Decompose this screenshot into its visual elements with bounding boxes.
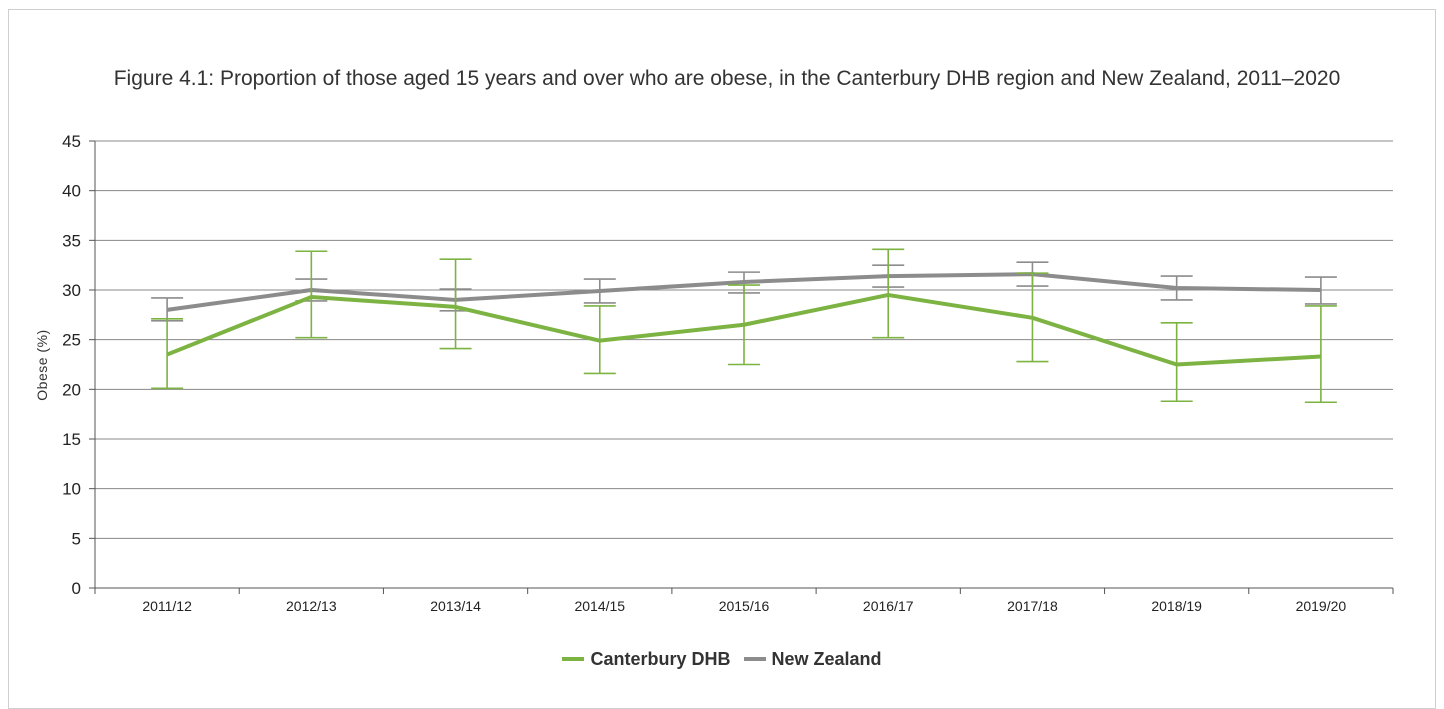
legend-label-canterbury: Canterbury DHB xyxy=(590,649,730,670)
y-tick-label-40: 40 xyxy=(62,182,81,201)
y-axis: 0 5 10 15 20 25 30 35 40 45 xyxy=(62,132,95,598)
x-tick-label-2011-12: 2011/12 xyxy=(142,598,192,614)
error-bar-canterbury-dhb-2011-12 xyxy=(151,319,183,389)
error-bar-canterbury-dhb-2013-14 xyxy=(440,259,472,348)
y-tick-label-5: 5 xyxy=(72,529,81,548)
x-tick-label-2016-17: 2016/17 xyxy=(863,598,914,614)
error-bar-canterbury-dhb-2016-17 xyxy=(872,249,904,337)
x-tick-label-2017-18: 2017/18 xyxy=(1007,598,1058,614)
x-tick-label-2019-20: 2019/20 xyxy=(1296,598,1347,614)
legend-swatch-canterbury xyxy=(562,657,584,661)
legend-item-canterbury: Canterbury DHB xyxy=(562,649,730,670)
y-tick-label-0: 0 xyxy=(72,579,81,598)
y-tick-label-35: 35 xyxy=(62,231,81,250)
line-chart: 0 5 10 15 20 25 30 35 40 45 2011/12 2012/13 2013/14… xyxy=(0,0,1444,693)
y-axis-label: Obese (%) xyxy=(34,329,50,400)
error-bar-canterbury-dhb-2012-13 xyxy=(295,251,327,337)
x-tick-label-2018-19: 2018/19 xyxy=(1151,598,1202,614)
legend-item-new-zealand: New Zealand xyxy=(744,649,882,670)
y-tick-label-10: 10 xyxy=(62,480,81,499)
x-axis: 2011/12 2012/13 2013/14 2014/15 2015/16 2016/… xyxy=(95,588,1393,614)
legend-label-new-zealand: New Zealand xyxy=(772,649,882,670)
legend-swatch-new-zealand xyxy=(744,657,766,661)
y-tick-label-25: 25 xyxy=(62,331,81,350)
y-tick-label-20: 20 xyxy=(62,380,81,399)
legend: Canterbury DHB New Zealand xyxy=(0,645,1444,670)
x-tick-label-2015-16: 2015/16 xyxy=(719,598,770,614)
x-tick-label-2014-15: 2014/15 xyxy=(574,598,625,614)
error-bar-canterbury-dhb-2019-20 xyxy=(1305,306,1337,402)
x-tick-label-2013-14: 2013/14 xyxy=(430,598,481,614)
x-tick-label-2012-13: 2012/13 xyxy=(286,598,337,614)
series xyxy=(151,249,1337,402)
y-tick-label-45: 45 xyxy=(62,132,81,151)
y-tick-label-15: 15 xyxy=(62,430,81,449)
y-tick-label-30: 30 xyxy=(62,281,81,300)
